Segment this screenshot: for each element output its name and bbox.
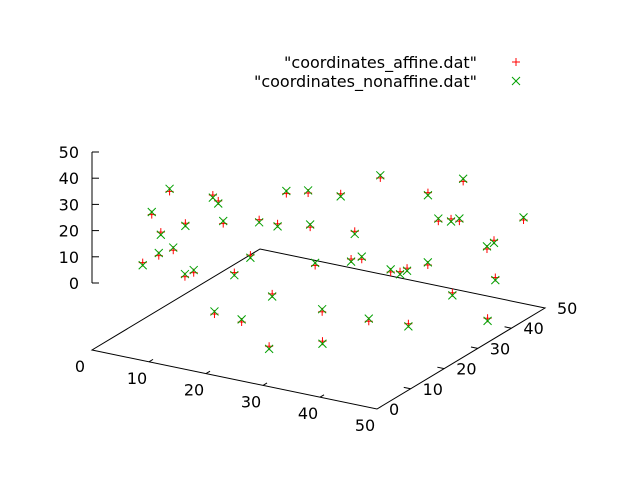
z-tick-label: 30 <box>59 195 79 214</box>
data-point <box>448 291 457 300</box>
data-point <box>310 258 320 268</box>
x-tick-label: 0 <box>75 357 85 376</box>
y-tick-mark <box>403 386 411 390</box>
legend-entry-label: "coordinates_affine.dat" <box>284 53 477 73</box>
data-point <box>423 190 433 200</box>
data-point <box>364 314 374 323</box>
z-axis-ticks: 0 10 20 30 40 50 <box>59 143 99 293</box>
data-point <box>147 207 157 217</box>
data-point <box>303 186 313 195</box>
x-tick-mark <box>148 358 154 363</box>
x-axis-ticks: 0 10 20 30 40 50 <box>75 357 375 435</box>
data-point <box>273 222 282 231</box>
z-tick-label: 40 <box>59 169 79 188</box>
y-tick-mark <box>437 366 445 370</box>
data-point <box>180 269 190 279</box>
x-tick-label: 20 <box>184 381 204 400</box>
y-axis-ticks: 0 10 20 30 40 50 <box>389 299 577 419</box>
data-point <box>181 221 190 231</box>
data-point <box>210 307 219 316</box>
data-point <box>402 266 412 276</box>
data-point <box>267 292 277 301</box>
data-point <box>318 339 327 349</box>
z-tick-label: 10 <box>59 248 79 267</box>
data-point <box>519 213 528 222</box>
data-point <box>482 242 492 251</box>
y-tick-mark <box>470 346 478 349</box>
data-point <box>246 253 255 263</box>
data-point <box>375 170 385 180</box>
data-point <box>458 174 468 184</box>
x-tick-mark <box>319 394 325 398</box>
data-point <box>138 260 148 270</box>
y-tick-label: 20 <box>456 360 476 379</box>
y-tick-label: 40 <box>523 319 543 338</box>
data-point <box>386 264 396 274</box>
data-point <box>237 315 246 324</box>
data-point <box>350 229 360 239</box>
y-tick-label: 0 <box>389 400 399 419</box>
data-point <box>317 304 327 314</box>
series-1-points <box>138 173 528 351</box>
z-tick-label: 0 <box>69 274 79 293</box>
z-tick-label: 50 <box>59 143 79 162</box>
z-tick-label: 20 <box>59 222 79 241</box>
y-tick-label: 50 <box>557 299 577 318</box>
data-point <box>208 193 218 203</box>
chart-legend: "coordinates_affine.dat""coordinates_non… <box>254 53 521 92</box>
legend-marker <box>512 58 520 66</box>
data-point <box>254 217 264 227</box>
data-point <box>218 216 228 226</box>
y-tick-label: 10 <box>423 380 443 399</box>
data-points <box>138 170 528 354</box>
data-point <box>489 238 499 248</box>
data-point <box>168 243 178 252</box>
data-point <box>189 265 199 275</box>
legend-entry-label: "coordinates_nonaffine.dat" <box>254 72 477 92</box>
x-tick-mark <box>262 382 268 386</box>
data-point <box>433 214 443 223</box>
data-point <box>156 230 166 240</box>
data-point <box>165 184 174 194</box>
data-point <box>446 217 456 226</box>
data-point <box>483 316 492 326</box>
data-point <box>455 214 464 223</box>
data-point <box>154 248 164 258</box>
base-plane-outline <box>90 248 547 410</box>
data-point <box>423 258 433 267</box>
data-point <box>264 344 274 354</box>
series-2-points <box>138 170 528 354</box>
data-point <box>346 257 356 266</box>
legend-marker <box>511 76 521 86</box>
y-tick-label: 30 <box>490 339 510 358</box>
x-tick-mark <box>205 370 211 375</box>
x-tick-label: 10 <box>127 369 147 388</box>
data-point <box>404 322 413 331</box>
x-tick-label: 50 <box>355 416 375 435</box>
data-point <box>490 275 500 285</box>
data-point <box>357 252 367 261</box>
data-point <box>305 220 315 229</box>
chart-axes <box>90 152 547 410</box>
data-point <box>229 270 239 280</box>
data-point <box>395 269 405 279</box>
data-point <box>281 186 291 196</box>
x-tick-label: 40 <box>298 404 318 423</box>
data-point <box>336 192 346 201</box>
x-tick-label: 30 <box>241 392 261 411</box>
y-tick-mark <box>504 326 512 329</box>
